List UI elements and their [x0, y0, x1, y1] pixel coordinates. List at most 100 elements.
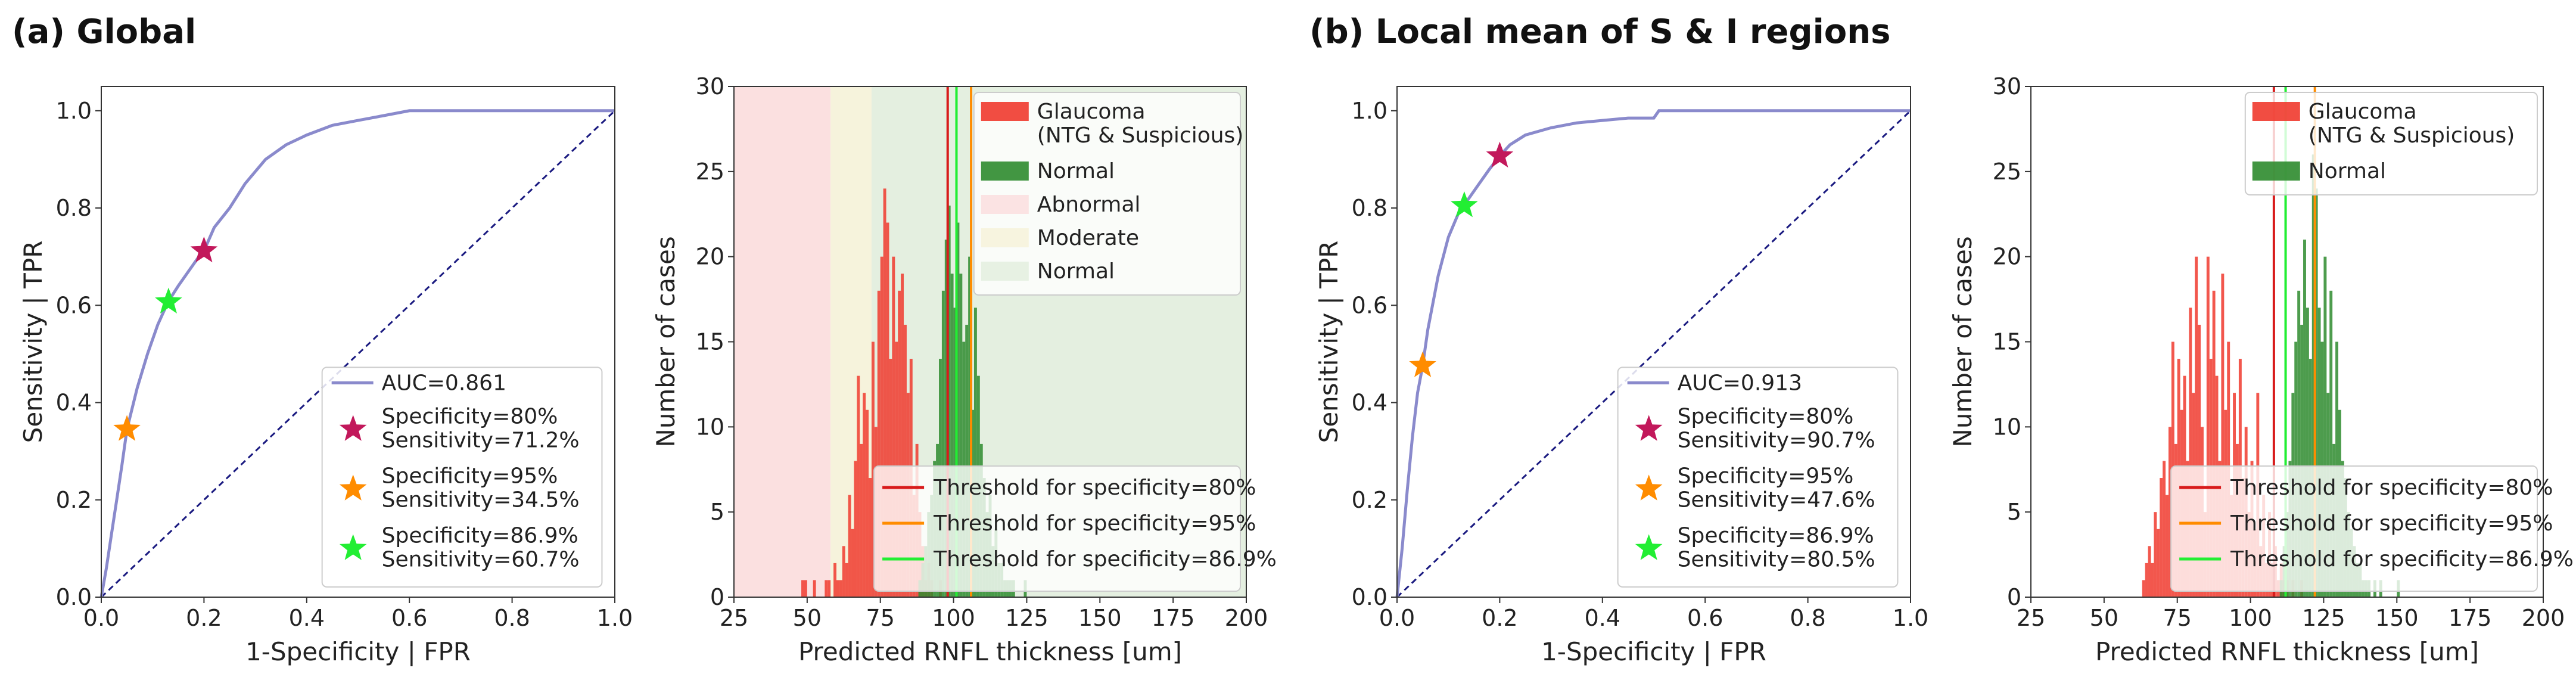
chart-1-bar-0-34	[901, 274, 904, 597]
chart-0-legend-label-3: Specificity=86.9%	[382, 523, 578, 548]
chart-0-frame	[101, 86, 615, 598]
chart-2-operating-point-2	[1409, 351, 1436, 377]
chart-1-bar-0-13	[839, 580, 842, 597]
chart-1-xlabel: Predicted RNFL thickness [um]	[798, 637, 1182, 666]
panel-title-b: (b) Local mean of S & I regions	[1309, 13, 1890, 51]
chart-1-ytick-label: 5	[710, 499, 724, 525]
chart-0-ytick-label: 0.0	[56, 584, 92, 610]
chart-3-xtick-label: 200	[2522, 605, 2565, 631]
chart-1-bar-0-11	[833, 563, 836, 597]
chart-3-bar-0-3	[2151, 563, 2154, 597]
chart-1-legend-patch-4	[981, 262, 1029, 281]
chart-1-legend-patch-0	[981, 102, 1029, 121]
chart-0-chance-line	[100, 110, 616, 598]
chart-2-legend-star-3	[1635, 534, 1663, 560]
chart-2-legend-label-3: Specificity=86.9%	[1678, 523, 1874, 548]
chart-0-ytick-label: 0.4	[56, 390, 92, 416]
chart-1-ytick-label: 30	[696, 73, 724, 100]
chart-2-legend-sublabel-1: Sensitivity=90.7%	[1678, 428, 1875, 452]
chart-3-bar-0-5	[2157, 529, 2160, 597]
panel-title-a: (a) Global	[12, 13, 196, 51]
chart-0-xtick-label: 0.0	[83, 605, 119, 631]
chart-0-xtick-label: 0.8	[494, 605, 530, 631]
chart-3-legend-label-1: Normal	[2309, 159, 2386, 184]
chart-2-frame	[1396, 86, 1911, 598]
chart-2-operating-point-1	[1486, 141, 1514, 168]
chart-2-ytick-label: 0.6	[1352, 292, 1387, 318]
chart-0-xtick-label: 1.0	[597, 605, 633, 631]
chart-0-legend-sublabel-1: Sensitivity=71.2%	[382, 428, 580, 452]
chart-2-legend-label-1: Specificity=80%	[1678, 404, 1854, 428]
chart-3-ytick-label: 10	[1993, 414, 2021, 440]
chart-3-bar-1-15	[2323, 256, 2327, 598]
chart-1-bar-1-9	[944, 240, 948, 598]
chart-3-bar-0-4	[2154, 512, 2157, 597]
chart-3-legend-label-0: Glaucoma	[2309, 100, 2417, 124]
chart-1-legend-patch-2	[981, 195, 1029, 214]
chart-3-xtick-label: 125	[2302, 605, 2345, 631]
histogram-chart-global: 25 50 75 100 125 150 175 200 0 5 10 15 20 25 30 Predict…	[651, 73, 1277, 666]
chart-3-threshold-label-1: Threshold for specificity=95%	[2230, 511, 2553, 536]
chart-2-xtick-label: 0.2	[1482, 605, 1517, 631]
chart-3-ytick-label: 15	[1993, 329, 2021, 355]
chart-3-legend-patch-1	[2252, 162, 2300, 181]
chart-1-bar-1-12	[953, 308, 957, 597]
chart-1-bar-1-13	[956, 222, 960, 597]
chart-3-xtick-label: 150	[2375, 605, 2419, 631]
chart-3-bar-1-8	[2303, 240, 2306, 598]
chart-1-legend-label-0: Glaucoma	[1037, 100, 1146, 124]
chart-2-legend-sublabel-2: Sensitivity=47.6%	[1678, 487, 1875, 512]
chart-1-bar-0-21	[863, 393, 866, 597]
chart-2-ytick-label: 1.0	[1352, 98, 1387, 124]
chart-3-bar-0-7	[2163, 461, 2166, 597]
chart-1-ytick-label: 25	[696, 159, 724, 185]
chart-1-bar-1-17	[968, 256, 972, 598]
chart-1-xtick-label: 175	[1152, 605, 1195, 631]
chart-3-bar-1-7	[2300, 324, 2304, 597]
chart-1-bar-0-24	[871, 341, 875, 597]
chart-2-xtick-label: 0.6	[1687, 605, 1723, 631]
chart-0-legend-star-3	[339, 534, 367, 560]
chart-2-legend-sublabel-3: Sensitivity=80.5%	[1678, 547, 1875, 572]
chart-1-legend-sublabel-0: (NTG & Suspicious)	[1037, 123, 1244, 148]
chart-1-legend-patch-3	[981, 228, 1029, 247]
chart-1-bar-0-1	[804, 580, 807, 597]
chart-0-legend-box	[321, 367, 603, 588]
chart-2-xtick-label: 0.4	[1585, 605, 1620, 631]
chart-1-bar-0-4	[813, 580, 816, 597]
chart-1-legend-label-1: Normal	[1037, 159, 1115, 184]
chart-3-bar-0-9	[2168, 427, 2171, 597]
chart-1-xtick-label: 200	[1225, 605, 1268, 631]
chart-3-bar-0-18	[2195, 256, 2198, 598]
chart-1-xtick-label: 125	[1005, 605, 1049, 631]
chart-3-ytick-label: 20	[1993, 244, 2021, 270]
chart-3-bar-1-9	[2306, 308, 2309, 597]
chart-3-xtick-label: 175	[2449, 605, 2492, 631]
chart-1-region-0	[734, 86, 831, 597]
chart-1-bar-0-17	[851, 529, 854, 597]
chart-1-threshold-label-2: Threshold for specificity=86.9%	[933, 547, 1277, 572]
chart-3-bar-0-8	[2166, 495, 2169, 597]
chart-1-bar-0-12	[836, 580, 839, 597]
chart-1-ylabel: Number of cases	[651, 236, 680, 447]
chart-1-bar-0-16	[848, 495, 851, 597]
chart-1-bar-1-19	[973, 308, 977, 597]
chart-2-legend-star-2	[1635, 474, 1663, 501]
chart-2-legend-star-1	[1635, 415, 1663, 441]
chart-3-bar-0-0	[2142, 580, 2145, 597]
chart-3-bar-1-12	[2314, 188, 2318, 597]
chart-0-ylabel: Sensitivity | TPR	[18, 241, 48, 443]
chart-0-xtick-label: 0.6	[391, 605, 427, 631]
chart-1-legend-label-3: Moderate	[1037, 226, 1139, 250]
chart-3-ytick-label: 25	[1993, 159, 2021, 185]
chart-2-ytick-label: 0.0	[1352, 584, 1387, 610]
chart-3-bar-0-24	[2212, 290, 2216, 597]
chart-3-xtick-label: 25	[2017, 605, 2045, 631]
chart-1-bar-0-22	[866, 409, 869, 597]
chart-1-bar-0-18	[854, 461, 857, 597]
chart-1-bar-0-15	[845, 563, 848, 597]
chart-0-legend-label-2: Specificity=95%	[382, 464, 558, 488]
roc-chart-local: 0.0 0.2 0.4 0.6 0.8 1.0 0.0 0.2 0.4 0.6 0.8 1.0 1-Sp…	[1314, 86, 1928, 666]
chart-0-legend-star-2	[339, 474, 367, 501]
